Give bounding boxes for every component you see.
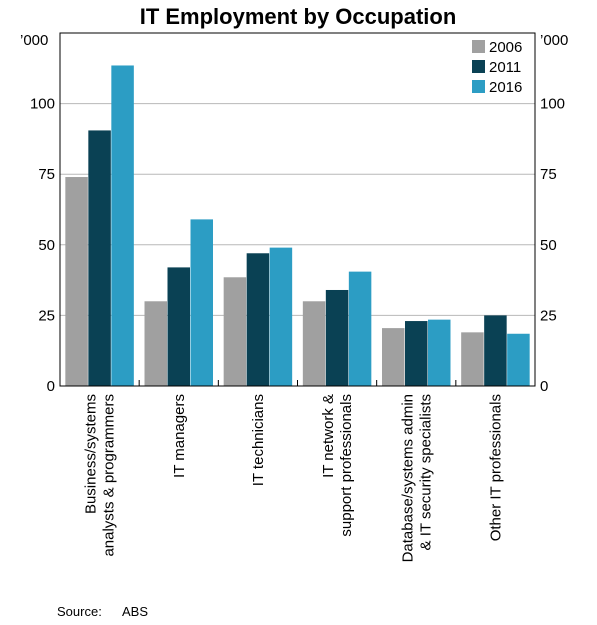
bar-2016: [507, 333, 530, 386]
y-tick-label-right: 0: [540, 378, 548, 395]
bar-2016: [190, 219, 213, 386]
y-tick-label-left: 50: [38, 237, 55, 254]
bar-2006: [302, 301, 326, 386]
y-tick-label-right: 100: [540, 96, 565, 113]
legend-label-2011: 2011: [489, 59, 521, 76]
legend-swatch-2011: [472, 60, 485, 73]
legend-label-2016: 2016: [489, 79, 522, 96]
source-value: ABS: [122, 604, 149, 619]
y-unit-right: ’000: [540, 32, 568, 49]
category-label: IT managers: [171, 394, 188, 478]
chart-title: IT Employment by Occupation: [140, 4, 457, 29]
y-unit-left: ’000: [20, 32, 48, 49]
category-label: Database/systems admin: [399, 394, 416, 562]
bar-2011: [88, 130, 111, 386]
bar-2016: [428, 319, 451, 386]
axes: 0 0 25 25 50 50 75 75 100 100: [30, 96, 565, 395]
bar-2006: [382, 328, 405, 386]
bar-2006: [144, 301, 167, 386]
bar-2011: [325, 289, 349, 386]
bar-2016: [348, 271, 372, 386]
category-label: IT technicians: [250, 394, 267, 486]
y-tick-label-right: 25: [540, 307, 557, 324]
category-label: Other IT professionals: [487, 394, 504, 541]
y-tick-label-left: 75: [38, 166, 55, 183]
bar-2011: [167, 267, 190, 386]
y-tick-label-right: 50: [540, 237, 557, 254]
bar-2011: [246, 253, 270, 386]
category-label: & IT security specialists: [417, 394, 434, 550]
bars: [65, 65, 530, 386]
bar-2006: [461, 332, 484, 386]
y-tick-label-right: 75: [540, 166, 557, 183]
legend-swatch-2006: [472, 40, 485, 53]
y-tick-label-left: 0: [47, 378, 55, 395]
bar-2011: [484, 315, 507, 386]
category-label: analysts & programmers: [101, 394, 118, 557]
bar-2006: [65, 177, 88, 386]
y-tick-label-left: 25: [38, 307, 55, 324]
bar-2006: [223, 277, 247, 386]
source-note: Source: ABS: [57, 604, 148, 619]
source-label: Source:: [57, 604, 102, 619]
bar-2016: [111, 65, 134, 386]
bar-2016: [269, 247, 293, 386]
category-labels: Business/systems analysts & programmers IT…: [83, 394, 505, 562]
bar-2011: [405, 321, 428, 386]
legend-swatch-2016: [472, 80, 485, 93]
category-label: IT network &: [320, 394, 337, 478]
y-tick-label-left: 100: [30, 96, 55, 113]
gridlines: [60, 103, 535, 316]
category-label: support professionals: [338, 394, 355, 537]
legend: 2006 2011 2016: [472, 39, 522, 96]
legend-label-2006: 2006: [489, 39, 522, 56]
category-label: Business/systems: [83, 394, 100, 514]
